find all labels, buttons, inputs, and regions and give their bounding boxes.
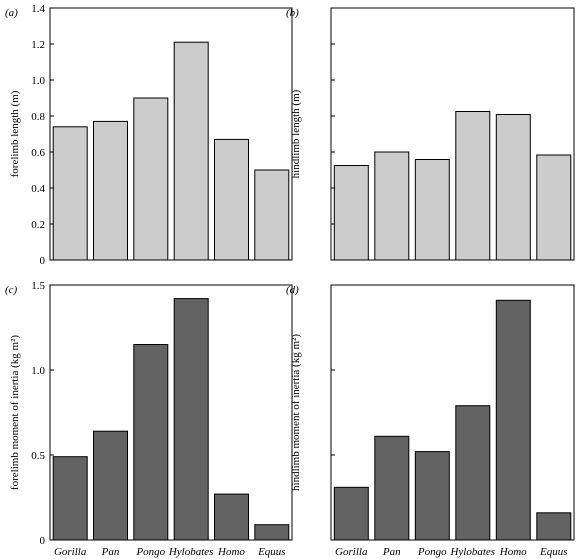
y-tick-label: 0.6: [31, 147, 45, 159]
y-tick-label: 1.4: [31, 3, 45, 15]
bar-gorilla: [333, 486, 369, 541]
y-axis-title: hindlimb length (m): [290, 89, 302, 178]
bar-pan: [374, 435, 410, 541]
chart-panel-2: (b) hindlimb length (m): [286, 7, 575, 261]
y-tick-label: 0.2: [31, 219, 45, 231]
plot-frame: [330, 284, 575, 541]
bar-gorilla: [52, 456, 88, 541]
y-tick-label: 0.4: [31, 183, 45, 195]
y-tick-label: 1.2: [31, 39, 45, 51]
y-axis-title: forelimb length (m): [9, 90, 21, 177]
y-axis-title: hindlimb moment of inertia (kg m²): [290, 334, 302, 491]
panel-label: (d): [286, 284, 299, 296]
bar-homo: [214, 493, 249, 541]
category-label: Hylobates: [168, 546, 214, 558]
y-tick-label: 0.8: [31, 111, 45, 123]
category-label: Pan: [101, 546, 120, 558]
category-label: Gorilla: [54, 546, 87, 558]
category-label: Equus: [257, 546, 286, 558]
category-label: Homo: [217, 546, 245, 558]
y-tick-label: 1.0: [31, 75, 45, 87]
bar-hylobates: [455, 405, 491, 541]
chart-panel-1: 0 0.2 0.4 0.6 0.8 1.0 1.2 1.4 (a) forelimb length…: [5, 3, 293, 267]
category-label: Pongo: [417, 546, 447, 558]
category-label: Pongo: [135, 546, 165, 558]
bar-pan: [93, 120, 128, 261]
category-label: Hylobates: [449, 546, 495, 558]
bar-homo: [214, 138, 249, 261]
category-label: Homo: [499, 546, 527, 558]
category-label: Equus: [539, 546, 568, 558]
bar-pongo: [133, 344, 169, 541]
bar-pongo: [414, 159, 450, 261]
bar-equus: [254, 524, 290, 541]
chart-panel-3: 0 0.5 1.0 1.5 Gorilla Pan Pongo Hylobates Homo Eq…: [5, 280, 293, 558]
y-tick-label: 0: [40, 255, 46, 267]
panel-label: (b): [286, 7, 299, 19]
y-tick-label: 0: [40, 535, 46, 547]
bar-homo: [495, 114, 531, 261]
panel-label: (c): [5, 284, 18, 296]
panel-label: (a): [5, 7, 18, 19]
y-tick-label: 1.5: [31, 280, 45, 292]
bar-equus: [536, 512, 572, 541]
bar-pan: [93, 430, 128, 541]
category-label: Gorilla: [335, 546, 368, 558]
bar-equus: [254, 169, 290, 261]
bar-pongo: [133, 97, 169, 261]
plot-frame: [49, 7, 293, 261]
bar-hylobates: [455, 111, 491, 261]
bar-pan: [374, 151, 410, 261]
bar-gorilla: [52, 126, 88, 261]
bar-gorilla: [333, 165, 369, 261]
plot-frame: [330, 7, 575, 261]
bar-hylobates: [173, 298, 209, 541]
chart-panel-4: Gorilla Pan Pongo Hylobates Homo Equus (d) hind…: [286, 284, 575, 558]
y-axis-title: forelimb moment of inertia (kg m²): [9, 335, 21, 490]
bar-pongo: [414, 451, 450, 541]
bar-hylobates: [173, 41, 209, 261]
y-tick-label: 1.0: [31, 365, 45, 377]
y-tick-label: 0.5: [31, 450, 45, 462]
plot-frame: [49, 284, 293, 541]
category-label: Pan: [382, 546, 401, 558]
bar-homo: [495, 299, 531, 541]
bar-equus: [536, 154, 572, 261]
